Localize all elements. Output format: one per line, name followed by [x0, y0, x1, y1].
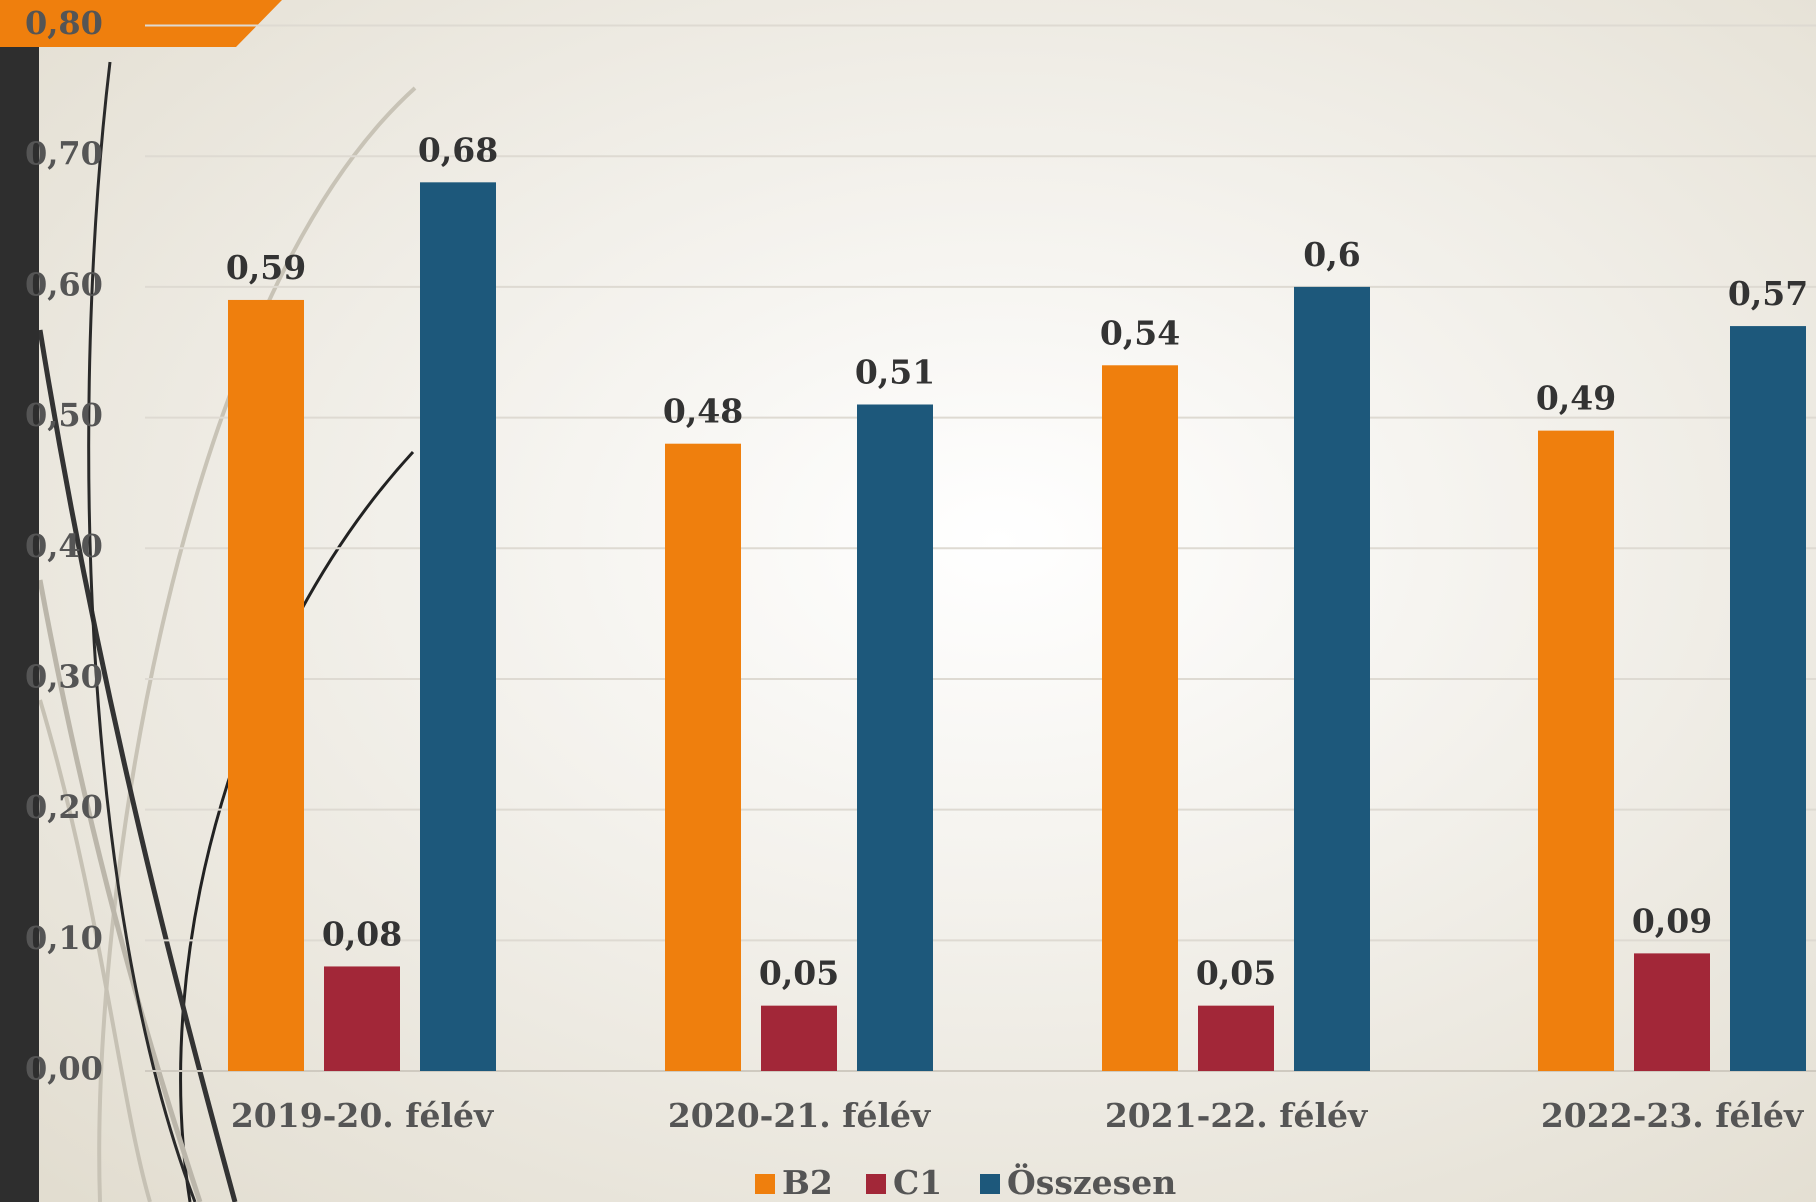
value-label: 0,48	[663, 392, 743, 431]
top-tab	[0, 0, 282, 47]
bar	[324, 966, 400, 1071]
value-label: 0,57	[1728, 274, 1808, 313]
x-tick-label: 2019-20. félév	[231, 1096, 494, 1135]
bar	[1730, 326, 1806, 1071]
bar	[761, 1005, 837, 1071]
legend-swatch	[980, 1174, 1000, 1194]
side-strip	[0, 0, 39, 1202]
bar	[1102, 365, 1178, 1072]
legend-swatch	[866, 1174, 886, 1194]
value-label: 0,09	[1632, 901, 1712, 940]
value-label: 0,68	[418, 130, 498, 169]
y-tick-label: 0,60	[25, 265, 103, 303]
x-tick-label: 2021-22. félév	[1105, 1096, 1368, 1135]
value-label: 0,49	[1536, 379, 1616, 418]
value-label: 0,59	[226, 248, 306, 287]
legend-swatch	[755, 1174, 775, 1194]
bar	[1198, 1005, 1274, 1071]
y-tick-label: 0,20	[25, 788, 103, 826]
bar	[420, 182, 496, 1071]
y-tick-label: 0,70	[25, 135, 103, 173]
value-label: 0,51	[855, 352, 935, 391]
bar	[665, 443, 741, 1071]
bar	[1538, 430, 1614, 1072]
plot-area: 0,00 0,10 0,20 0,30 0,40 0,50 0,60 0,70 0,80 2019…	[25, 4, 1816, 1202]
decoration	[37, 61, 417, 1202]
legend-label: C1	[893, 1163, 942, 1202]
y-tick-label: 0,80	[25, 4, 103, 42]
y-tick-label: 0,10	[25, 919, 103, 957]
bar	[228, 299, 304, 1072]
value-label: 0,05	[759, 954, 839, 993]
x-tick-label: 2022-23. félév	[1541, 1096, 1804, 1135]
bar	[857, 404, 933, 1071]
value-label: 0,54	[1100, 313, 1180, 352]
legend-label: B2	[782, 1163, 833, 1202]
value-label: 0,08	[322, 914, 402, 953]
y-tick-label: 0,40	[25, 527, 103, 565]
bar	[1634, 953, 1710, 1071]
y-tick-label: 0,00	[25, 1050, 103, 1088]
x-tick-label: 2020-21. félév	[668, 1096, 931, 1135]
legend-label: Összesen	[1007, 1162, 1176, 1202]
bar	[1294, 286, 1370, 1071]
value-label: 0,6	[1303, 235, 1360, 274]
y-tick-label: 0,30	[25, 657, 103, 695]
value-label: 0,05	[1196, 954, 1276, 993]
y-tick-label: 0,50	[25, 396, 103, 434]
